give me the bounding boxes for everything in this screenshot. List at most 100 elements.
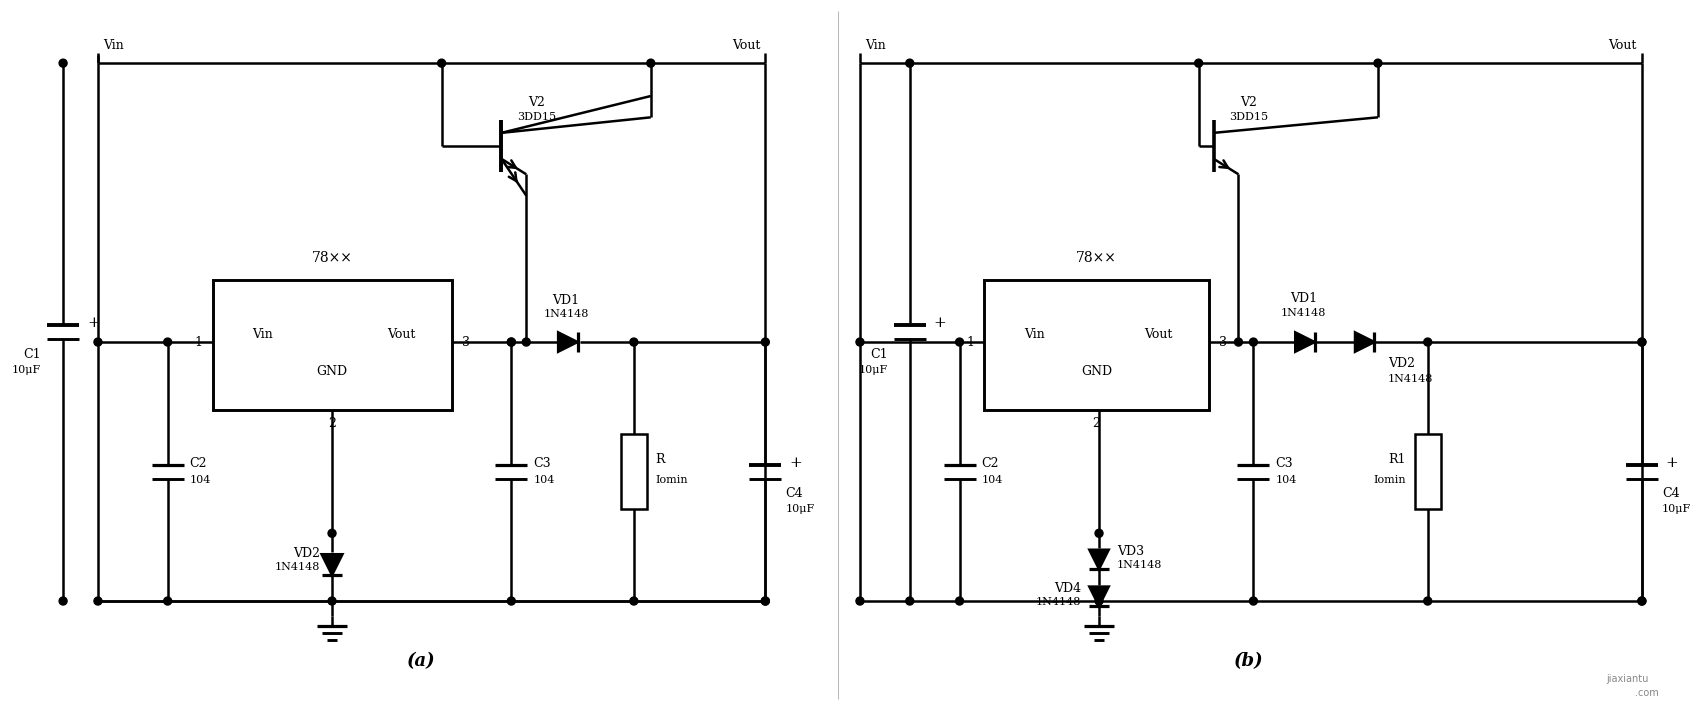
Circle shape [59,597,66,605]
Circle shape [59,59,66,67]
Circle shape [438,59,445,67]
Text: Vout: Vout [732,39,761,52]
Circle shape [856,597,864,605]
Text: Vin: Vin [864,39,885,52]
Text: 104: 104 [981,474,1002,484]
Circle shape [1248,597,1257,605]
Circle shape [93,597,102,605]
Text: +: + [1664,456,1678,469]
Polygon shape [1355,332,1374,351]
Circle shape [1637,597,1645,605]
Text: Iomin: Iomin [1372,474,1404,484]
Bar [983,280,1207,410]
Bar [212,280,452,410]
Text: R: R [655,453,666,466]
Text: 1N4148: 1N4148 [1387,374,1433,384]
Circle shape [163,338,171,346]
Circle shape [647,59,654,67]
Text: 1N4148: 1N4148 [1036,597,1080,607]
Text: C4: C4 [1661,487,1678,500]
Circle shape [1234,338,1241,346]
Circle shape [93,338,102,346]
Circle shape [1637,338,1645,346]
Text: VD1: VD1 [1289,292,1316,305]
Text: VD2: VD2 [294,547,319,559]
Circle shape [954,597,963,605]
Circle shape [1423,597,1431,605]
Text: 2: 2 [328,417,336,430]
Text: C3: C3 [1275,457,1292,470]
Circle shape [1194,59,1202,67]
Polygon shape [321,555,343,575]
Polygon shape [1088,586,1109,606]
Text: 1N4148: 1N4148 [1116,560,1161,570]
Circle shape [761,597,769,605]
Text: Vin: Vin [104,39,124,52]
Polygon shape [559,332,577,351]
Text: 3DD15: 3DD15 [1228,111,1267,121]
Text: 1: 1 [966,336,975,349]
Text: 104: 104 [190,474,211,484]
Polygon shape [1294,332,1314,351]
Text: Iomin: Iomin [655,474,688,484]
Polygon shape [1088,550,1109,569]
Bar [1414,434,1440,509]
Text: VD3: VD3 [1116,545,1143,558]
Text: 2: 2 [1092,417,1100,430]
Text: Vout: Vout [1608,39,1635,52]
Text: Vin: Vin [1024,327,1044,341]
Text: jiaxiantu: jiaxiantu [1605,674,1647,684]
Circle shape [163,597,171,605]
Text: V2: V2 [1240,97,1257,109]
Circle shape [856,338,864,346]
Text: C2: C2 [981,457,998,470]
Text: C1: C1 [24,347,41,361]
Text: 10μF: 10μF [857,365,888,375]
Text: Vin: Vin [251,327,272,341]
Text: 104: 104 [1275,474,1296,484]
Text: 78××: 78×× [311,251,351,266]
Text: VD1: VD1 [552,294,579,307]
Text: VD2: VD2 [1387,357,1414,371]
Circle shape [905,59,914,67]
Text: C2: C2 [190,457,207,470]
Circle shape [328,597,336,605]
Text: 1N4148: 1N4148 [1280,308,1324,318]
Text: +: + [790,456,801,469]
Text: GND: GND [1080,366,1112,378]
Circle shape [508,338,514,346]
Text: V2: V2 [528,97,545,109]
Text: 104: 104 [533,474,554,484]
Circle shape [1248,338,1257,346]
Text: Vout: Vout [387,327,416,341]
Circle shape [761,338,769,346]
Circle shape [630,338,637,346]
Circle shape [1423,338,1431,346]
Circle shape [1637,338,1645,346]
Text: C3: C3 [533,457,550,470]
Text: 10μF: 10μF [784,504,813,514]
Text: Vout: Vout [1144,327,1172,341]
Text: C1: C1 [869,347,888,361]
Circle shape [630,597,637,605]
Text: C4: C4 [784,487,803,500]
Text: VD4: VD4 [1053,581,1080,594]
Circle shape [761,597,769,605]
Text: (a): (a) [408,652,436,670]
Text: +: + [87,316,100,330]
Text: 78××: 78×× [1075,251,1116,266]
Text: .com: .com [1633,688,1657,698]
Bar [620,434,647,509]
Circle shape [905,597,914,605]
Text: 3: 3 [462,336,469,349]
Text: 1N4148: 1N4148 [543,309,589,320]
Text: 1N4148: 1N4148 [275,562,319,572]
Circle shape [508,338,514,346]
Text: 3DD15: 3DD15 [516,111,555,121]
Text: 1: 1 [195,336,202,349]
Circle shape [328,530,336,537]
Text: 10μF: 10μF [1661,504,1690,514]
Circle shape [1095,597,1102,605]
Circle shape [1637,597,1645,605]
Circle shape [1374,59,1380,67]
